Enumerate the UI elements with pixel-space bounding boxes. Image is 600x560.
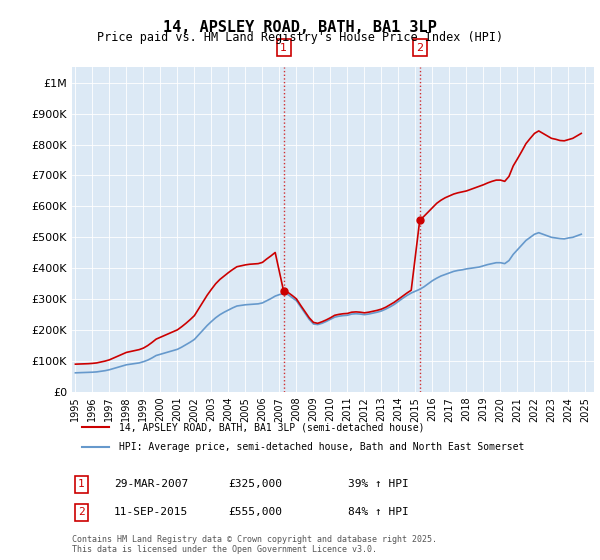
Text: 14, APSLEY ROAD, BATH, BA1 3LP (semi-detached house): 14, APSLEY ROAD, BATH, BA1 3LP (semi-det…	[119, 422, 424, 432]
Text: HPI: Average price, semi-detached house, Bath and North East Somerset: HPI: Average price, semi-detached house,…	[119, 442, 524, 451]
Text: 29-MAR-2007: 29-MAR-2007	[114, 479, 188, 489]
Text: £555,000: £555,000	[228, 507, 282, 517]
Text: 1: 1	[78, 479, 85, 489]
Text: £325,000: £325,000	[228, 479, 282, 489]
Text: 84% ↑ HPI: 84% ↑ HPI	[348, 507, 409, 517]
Text: Price paid vs. HM Land Registry's House Price Index (HPI): Price paid vs. HM Land Registry's House …	[97, 31, 503, 44]
Text: 2: 2	[416, 43, 423, 53]
Text: 1: 1	[280, 43, 287, 53]
Text: 2: 2	[78, 507, 85, 517]
Text: 11-SEP-2015: 11-SEP-2015	[114, 507, 188, 517]
Text: 39% ↑ HPI: 39% ↑ HPI	[348, 479, 409, 489]
Text: 14, APSLEY ROAD, BATH, BA1 3LP: 14, APSLEY ROAD, BATH, BA1 3LP	[163, 20, 437, 35]
Text: Contains HM Land Registry data © Crown copyright and database right 2025.
This d: Contains HM Land Registry data © Crown c…	[72, 535, 437, 554]
